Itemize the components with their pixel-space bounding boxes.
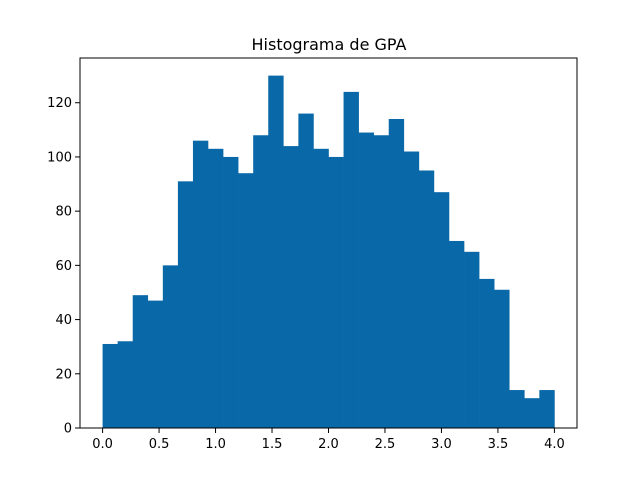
histogram-bar (162, 265, 179, 428)
histogram-bar (208, 148, 224, 429)
histogram-bar (358, 132, 374, 429)
histogram-bar (298, 113, 314, 429)
histogram-bar (313, 148, 329, 429)
histogram-bar (343, 91, 359, 428)
histogram-bar (328, 156, 344, 428)
histogram-bar (223, 156, 239, 428)
histogram-bar (238, 173, 254, 428)
histogram-bar (509, 390, 525, 428)
y-tick-label: 0 (64, 422, 72, 437)
histogram-bar (464, 251, 480, 428)
x-tick-label: 4.0 (544, 437, 565, 452)
histogram-bar (253, 135, 269, 428)
histogram-bar (117, 341, 134, 428)
y-tick-label: 60 (55, 259, 72, 274)
histogram-bar (147, 300, 164, 428)
histogram-bar (373, 135, 390, 428)
y-axis: 0 20 40 60 80 100 120 (47, 96, 80, 437)
x-tick-label: 2.5 (375, 437, 396, 452)
histogram-bar (102, 343, 118, 428)
histogram-bar (479, 278, 495, 428)
x-tick-label: 2.0 (318, 437, 339, 452)
histogram-bar (132, 295, 149, 428)
x-tick-label: 3.0 (431, 437, 452, 452)
x-tick-label: 0.0 (92, 437, 113, 452)
x-axis: 0.0 0.5 1.0 1.5 2.0 2.5 3.0 3.5 4.0 (92, 428, 565, 452)
histogram-bar (403, 151, 420, 428)
histogram-bar (192, 140, 209, 428)
histogram-bar (448, 240, 465, 428)
histogram-bar (494, 289, 510, 428)
chart-title: Histograma de GPA (252, 35, 407, 54)
histogram-bar (433, 192, 450, 428)
histogram-bar (418, 170, 435, 428)
x-tick-label: 0.5 (149, 437, 170, 452)
histogram-bar (388, 118, 405, 428)
y-tick-label: 100 (47, 150, 72, 165)
histogram-bar (177, 181, 194, 428)
y-tick-label: 20 (55, 367, 72, 382)
y-tick-label: 120 (47, 96, 72, 111)
x-tick-label: 1.5 (262, 437, 283, 452)
histogram-bar (524, 398, 540, 428)
histogram-bar (539, 390, 555, 428)
y-tick-label: 80 (55, 205, 72, 220)
histogram-bars (102, 75, 555, 429)
y-tick-label: 40 (55, 313, 72, 328)
histogram-bar (283, 146, 299, 428)
x-tick-label: 1.0 (205, 437, 226, 452)
x-tick-label: 3.5 (488, 437, 509, 452)
histogram-bar (268, 75, 284, 428)
